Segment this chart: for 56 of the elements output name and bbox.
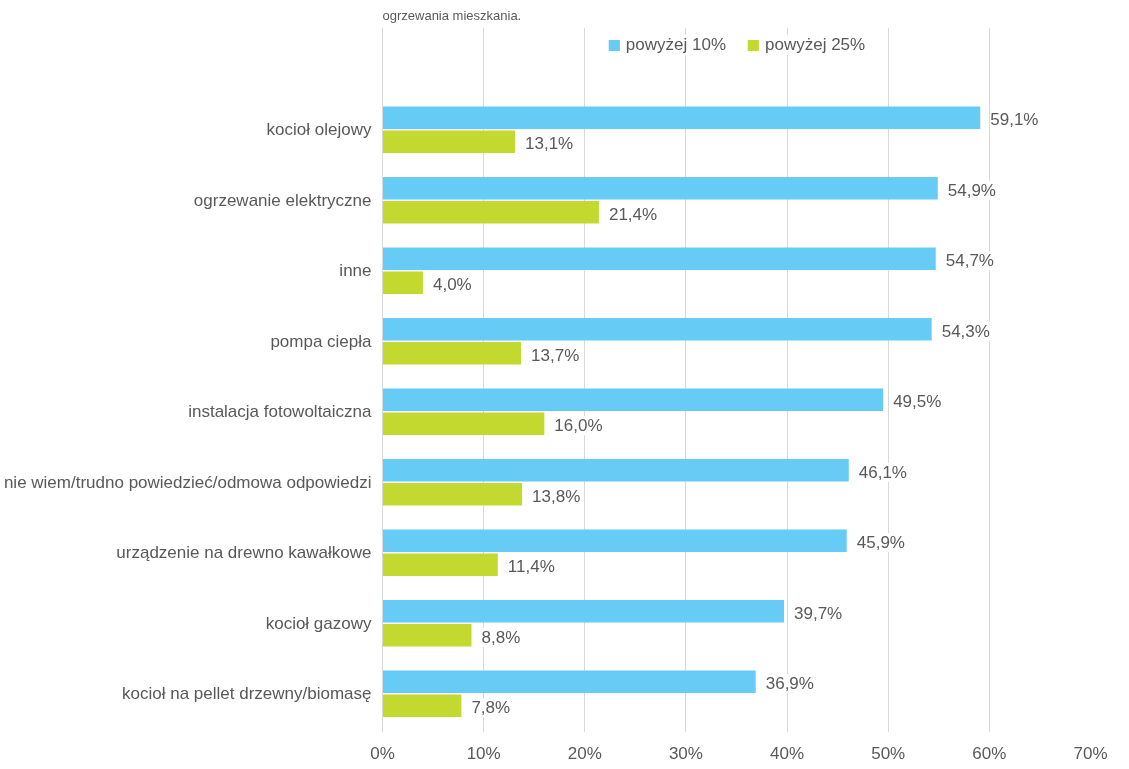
legend-label: powyżej 10% [625,35,726,55]
x-tick-label: 40% [770,743,805,763]
y-tick-label: ogrzewanie elektryczne [193,190,372,210]
y-tick-label: instalacja fotowoltaiczna [188,402,373,422]
y-tick-label: kocioł na pellet drzewny/biomasę [122,684,372,704]
data-label: 39,7% [794,603,843,623]
x-tick-label: 60% [972,743,1007,763]
data-label: 46,1% [858,462,907,482]
data-label: 45,9% [856,533,905,553]
bar [382,130,515,153]
x-tick-label: 50% [871,743,906,763]
bar [382,482,523,506]
data-label: 7,8% [471,698,511,718]
bar [382,529,847,553]
bar [382,200,599,224]
data-label: 36,9% [765,674,814,694]
bar [382,458,849,482]
y-tick-label: nie wiem/trudno powiedzieć/odmowa odpowiedzi [3,472,372,492]
y-tick-label: pompa ciepła [270,331,373,351]
x-tick-label: 70% [1073,743,1108,763]
data-label: 4,0% [432,275,472,295]
data-label: 13,8% [532,486,581,506]
data-label: 13,1% [525,134,574,154]
y-tick-label: urządzenie na drewno kawałkowe [116,543,372,563]
data-label: 11,4% [507,557,555,577]
bar [382,388,884,412]
data-label: 21,4% [608,204,658,224]
bar [382,317,932,341]
bar [382,341,522,365]
chart-title: ogrzewania mieszkania. [382,7,522,23]
bar [382,694,462,717]
x-tick-label: 10% [466,743,501,763]
data-label: 59,1% [990,110,1039,130]
x-tick-label: 30% [668,743,703,763]
y-tick-label: inne [339,261,372,281]
data-label: 8,8% [481,627,521,647]
bar [382,176,938,200]
data-label: 54,9% [947,180,996,200]
data-label: 54,3% [941,321,990,341]
bar [382,106,981,130]
data-label: 49,5% [893,392,942,412]
bar [382,247,936,271]
x-tick-label: 0% [370,743,395,763]
bar [382,623,472,647]
x-tick-label: 20% [567,743,602,763]
bar [382,553,498,576]
data-label: 13,7% [531,345,580,365]
bar [382,670,756,694]
y-tick-label: kocioł gazowy [265,613,372,633]
legend-label: powyżej 25% [765,35,866,55]
bar [382,271,423,294]
bar [382,599,785,623]
data-label: 54,7% [945,251,994,271]
y-tick-label: kocioł olejowy [266,120,372,140]
data-label: 16,0% [554,416,603,436]
bar [382,412,545,435]
